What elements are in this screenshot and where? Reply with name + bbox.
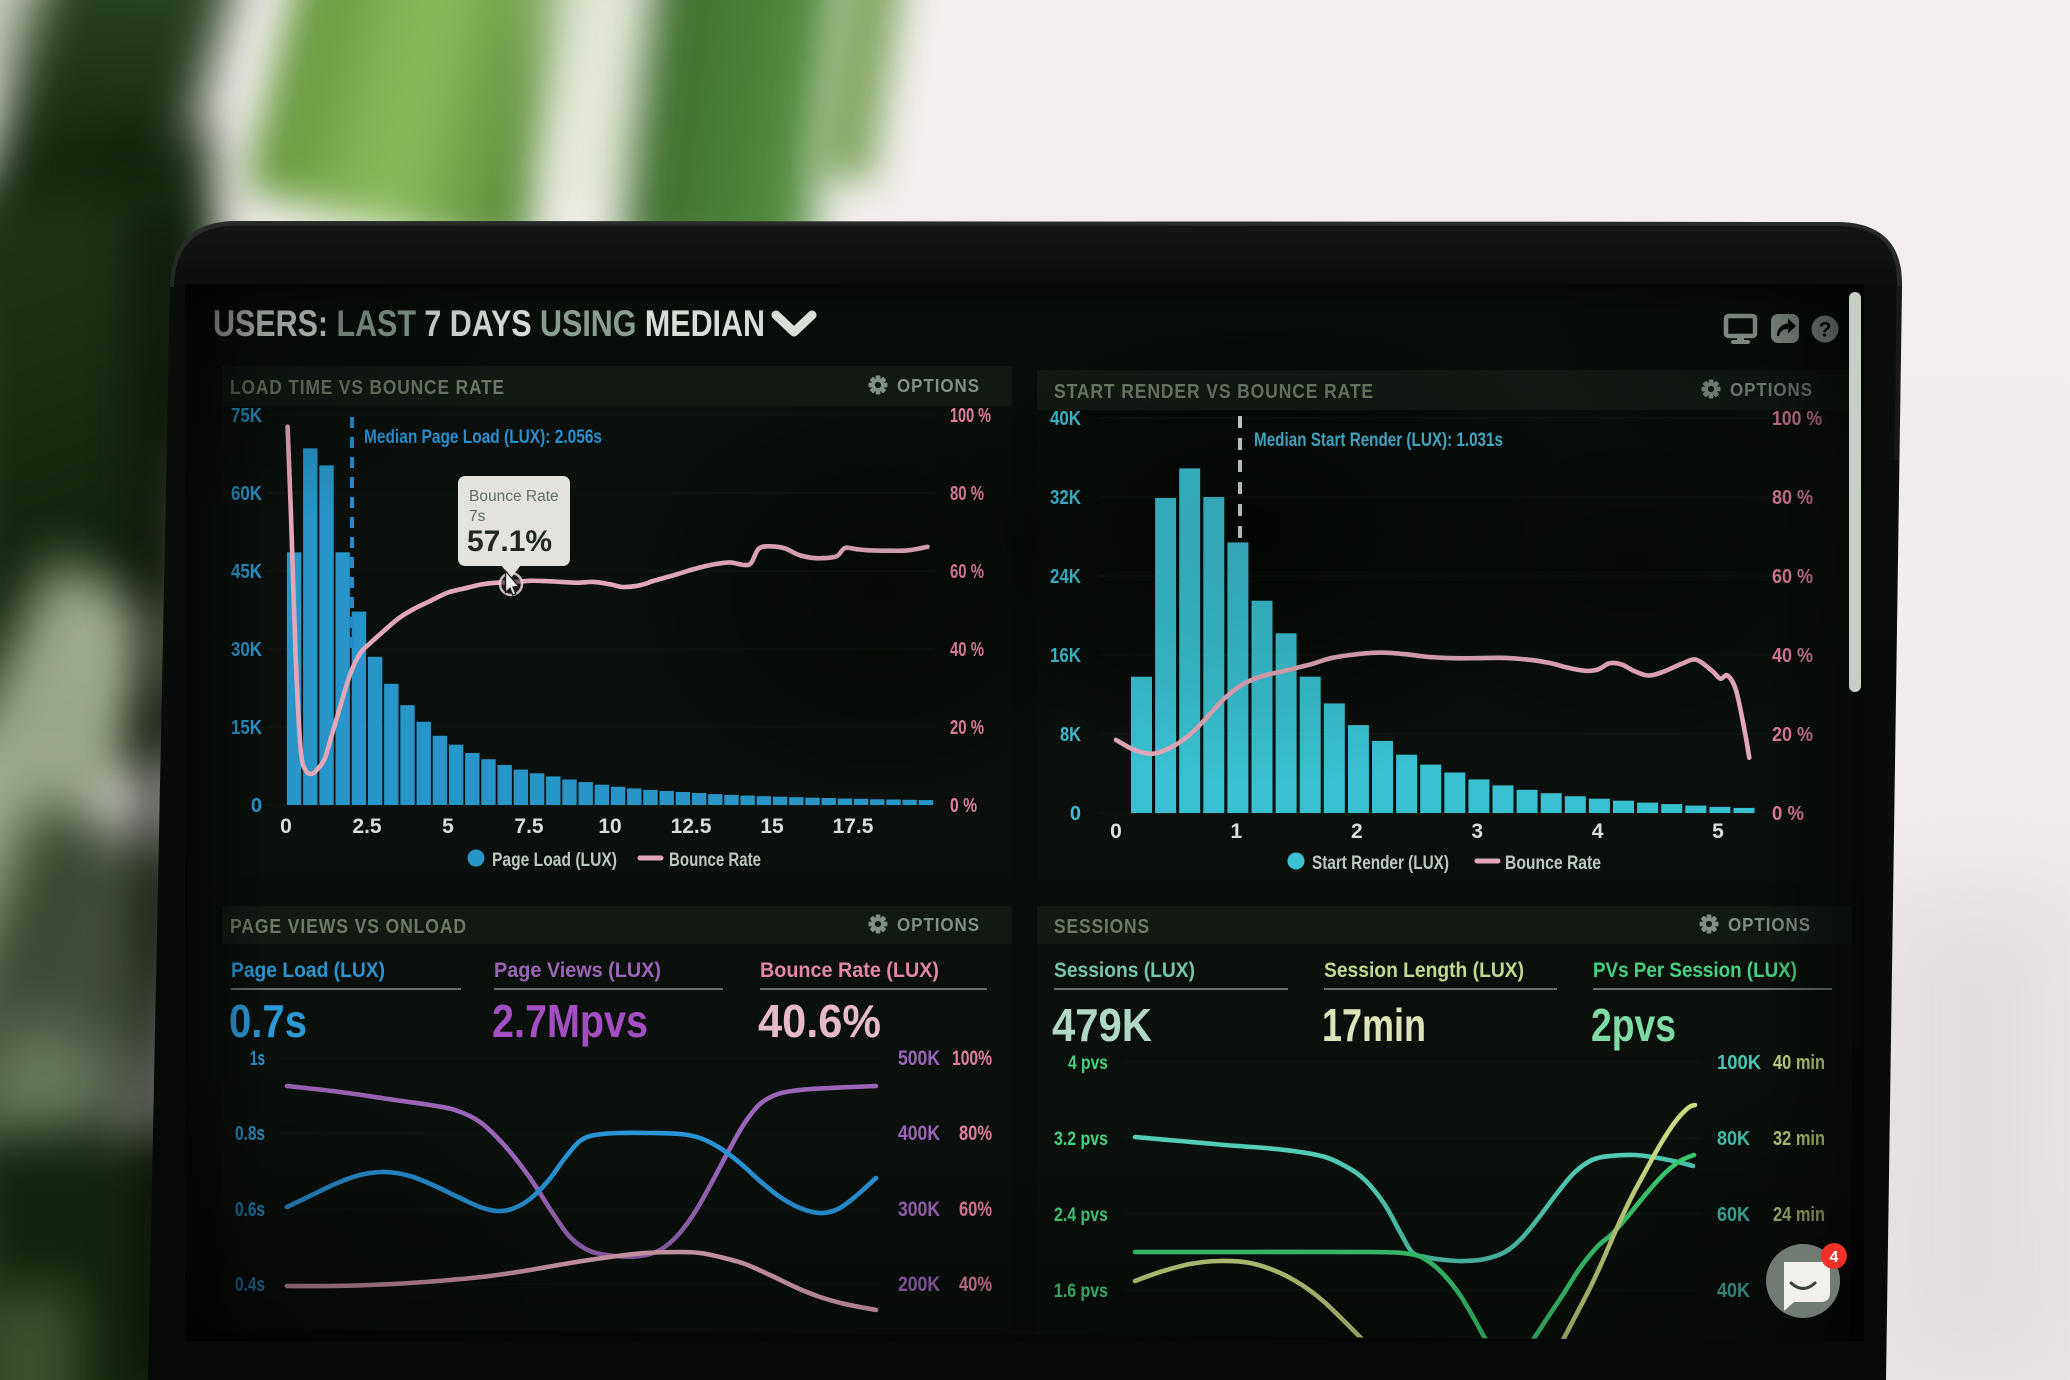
- svg-text:1: 1: [1231, 820, 1243, 843]
- svg-text:?: ?: [1819, 319, 1832, 342]
- svg-text:Bounce Rate: Bounce Rate: [669, 850, 761, 871]
- svg-text:300K: 300K: [898, 1198, 940, 1221]
- svg-text:2.7Mpvs: 2.7Mpvs: [492, 995, 648, 1047]
- svg-text:15: 15: [760, 815, 784, 838]
- svg-text:24K: 24K: [1050, 566, 1081, 588]
- svg-text:40.6%: 40.6%: [758, 995, 881, 1047]
- svg-text:2.5: 2.5: [352, 815, 382, 838]
- svg-text:4 pvs: 4 pvs: [1068, 1053, 1108, 1074]
- svg-text:60K: 60K: [1717, 1204, 1750, 1226]
- svg-text:80 %: 80 %: [1772, 487, 1813, 509]
- svg-text:80%: 80%: [959, 1122, 992, 1145]
- svg-text:7s: 7s: [469, 508, 486, 525]
- svg-text:OPTIONS: OPTIONS: [1728, 915, 1811, 935]
- svg-text:400K: 400K: [898, 1122, 940, 1145]
- svg-text:40K: 40K: [1717, 1280, 1750, 1302]
- svg-text:100%: 100%: [952, 1047, 992, 1070]
- svg-text:0 %: 0 %: [950, 795, 977, 817]
- svg-text:5: 5: [1712, 820, 1724, 843]
- svg-text:USERS: LAST 7 DAYS USING MEDIA: USERS: LAST 7 DAYS USING MEDIAN: [213, 303, 765, 344]
- svg-text:Median Start Render (LUX): 1.0: Median Start Render (LUX): 1.031s: [1254, 429, 1503, 451]
- svg-text:4: 4: [1830, 1249, 1839, 1266]
- svg-text:20 %: 20 %: [950, 717, 984, 739]
- svg-text:17min: 17min: [1322, 999, 1426, 1051]
- svg-text:3: 3: [1471, 820, 1483, 843]
- svg-text:Bounce Rate: Bounce Rate: [469, 488, 559, 505]
- svg-text:60%: 60%: [959, 1198, 992, 1221]
- svg-text:Bounce Rate (LUX): Bounce Rate (LUX): [760, 959, 939, 982]
- svg-text:Sessions (LUX): Sessions (LUX): [1054, 959, 1195, 982]
- svg-text:START RENDER VS BOUNCE RATE: START RENDER VS BOUNCE RATE: [1054, 381, 1374, 403]
- svg-text:Bounce Rate: Bounce Rate: [1505, 853, 1601, 874]
- svg-text:PVs Per Session (LUX): PVs Per Session (LUX): [1593, 959, 1797, 982]
- svg-text:Session Length (LUX): Session Length (LUX): [1324, 959, 1524, 982]
- svg-text:Page Load (LUX): Page Load (LUX): [231, 959, 385, 982]
- svg-text:200K: 200K: [898, 1273, 940, 1296]
- svg-text:Median Page Load (LUX): 2.056s: Median Page Load (LUX): 2.056s: [364, 426, 602, 448]
- svg-text:Start Render (LUX): Start Render (LUX): [1312, 853, 1449, 874]
- svg-text:32 min: 32 min: [1773, 1128, 1825, 1150]
- svg-text:500K: 500K: [898, 1047, 940, 1070]
- svg-text:OPTIONS: OPTIONS: [897, 376, 980, 396]
- svg-text:100 %: 100 %: [950, 405, 991, 427]
- svg-text:10: 10: [598, 815, 621, 838]
- svg-text:479K: 479K: [1052, 999, 1152, 1051]
- svg-text:57.1%: 57.1%: [467, 525, 552, 558]
- svg-text:100 %: 100 %: [1772, 408, 1822, 430]
- svg-text:40 %: 40 %: [1772, 645, 1813, 667]
- svg-text:20 %: 20 %: [1772, 724, 1813, 746]
- svg-text:1.6 pvs: 1.6 pvs: [1054, 1281, 1108, 1302]
- svg-text:LOAD TIME VS BOUNCE RATE: LOAD TIME VS BOUNCE RATE: [230, 377, 505, 399]
- svg-text:Page Load (LUX): Page Load (LUX): [492, 850, 617, 871]
- svg-text:24 min: 24 min: [1773, 1204, 1825, 1226]
- svg-text:80K: 80K: [1717, 1128, 1750, 1150]
- svg-text:40 %: 40 %: [950, 639, 984, 661]
- svg-text:16K: 16K: [1050, 645, 1081, 667]
- svg-text:2: 2: [1351, 820, 1363, 843]
- svg-text:SESSIONS: SESSIONS: [1054, 916, 1150, 938]
- svg-text:0: 0: [280, 815, 292, 838]
- svg-text:OPTIONS: OPTIONS: [1730, 380, 1813, 400]
- svg-text:40%: 40%: [959, 1273, 992, 1296]
- svg-text:7.5: 7.5: [514, 815, 544, 838]
- svg-text:60 %: 60 %: [950, 561, 984, 583]
- svg-text:PAGE VIEWS VS ONLOAD: PAGE VIEWS VS ONLOAD: [230, 916, 467, 938]
- svg-text:100K: 100K: [1717, 1052, 1762, 1074]
- svg-text:OPTIONS: OPTIONS: [897, 915, 980, 935]
- svg-text:5: 5: [442, 815, 454, 838]
- svg-text:17.5: 17.5: [833, 815, 874, 838]
- svg-text:2pvs: 2pvs: [1591, 999, 1676, 1051]
- svg-text:0: 0: [1110, 820, 1122, 843]
- svg-text:12.5: 12.5: [671, 815, 712, 838]
- svg-text:8K: 8K: [1060, 724, 1081, 746]
- svg-text:40K: 40K: [1050, 408, 1081, 430]
- svg-text:0: 0: [1070, 803, 1081, 825]
- svg-text:60 %: 60 %: [1772, 566, 1813, 588]
- svg-text:32K: 32K: [1050, 487, 1081, 509]
- svg-text:80 %: 80 %: [950, 483, 984, 505]
- svg-text:3.2 pvs: 3.2 pvs: [1054, 1129, 1108, 1150]
- svg-text:Page Views (LUX): Page Views (LUX): [494, 959, 661, 982]
- svg-text:40 min: 40 min: [1773, 1052, 1825, 1074]
- svg-text:0 %: 0 %: [1772, 803, 1804, 825]
- svg-text:4: 4: [1592, 820, 1604, 843]
- svg-text:2.4 pvs: 2.4 pvs: [1054, 1205, 1108, 1226]
